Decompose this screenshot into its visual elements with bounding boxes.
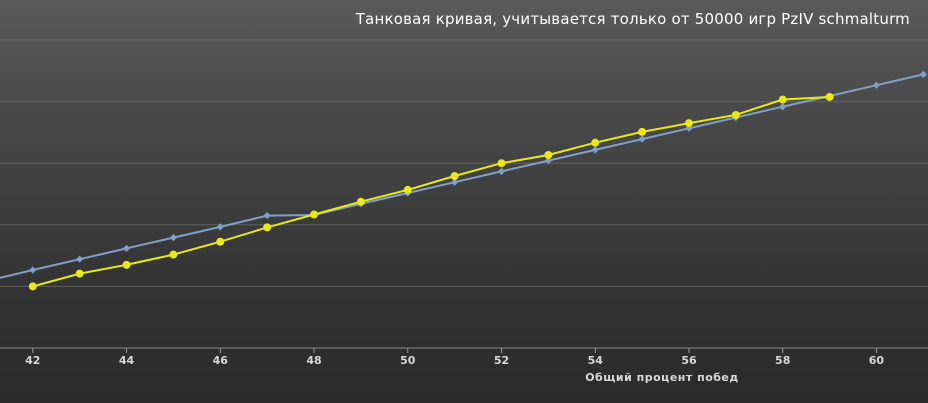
x-axis-title: Общий процент побед: [585, 371, 739, 384]
series-2-point: [216, 223, 224, 231]
x-tick-label: 50: [400, 354, 416, 367]
series-1-point: [497, 159, 506, 168]
x-tick-label: 52: [494, 354, 509, 367]
series-1-point: [731, 110, 740, 119]
series-1-point: [403, 185, 412, 194]
x-tick-label: 60: [869, 354, 885, 367]
series-2-point: [544, 157, 552, 165]
series-1-point: [638, 127, 647, 136]
series-line-1: [32, 96, 830, 288]
x-tick-label: 56: [681, 354, 697, 367]
series-2-point: [76, 255, 84, 263]
series-2-point: [685, 124, 693, 132]
series-1-point: [778, 95, 787, 104]
series-2-point: [29, 266, 37, 274]
series-1-point: [122, 260, 131, 269]
chart-title: Танковая кривая, учитывается только от 5…: [355, 10, 910, 28]
series-1-point: [75, 269, 84, 278]
series-1-point: [591, 138, 600, 147]
x-tick-label: 58: [775, 354, 790, 367]
series-2-point: [919, 70, 927, 78]
series-2-point: [169, 234, 178, 242]
series-1-point: [310, 210, 319, 219]
series-1-point: [28, 282, 37, 291]
x-tick-label: 46: [213, 354, 229, 367]
x-tick-label: 48: [306, 354, 321, 367]
series-1-point: [356, 197, 365, 206]
series-2-point: [779, 103, 787, 111]
series-1-point: [450, 172, 459, 181]
series-2-point: [591, 146, 599, 154]
x-tick-label: 42: [25, 354, 40, 367]
series-1-point: [684, 119, 693, 128]
series-2-point: [638, 135, 646, 143]
series-1-point: [216, 237, 225, 246]
series-1-point: [169, 250, 178, 259]
series-2-point: [451, 178, 459, 186]
series-2-point: [263, 211, 271, 220]
series-1-point: [544, 150, 553, 159]
series-2-point: [497, 167, 506, 176]
series-2-point: [872, 81, 881, 89]
series-2-point: [122, 244, 131, 253]
x-tick-label: 44: [119, 354, 135, 367]
x-tick-label: 54: [588, 354, 604, 367]
series-1-point: [263, 223, 272, 232]
series-1-point: [825, 92, 834, 101]
